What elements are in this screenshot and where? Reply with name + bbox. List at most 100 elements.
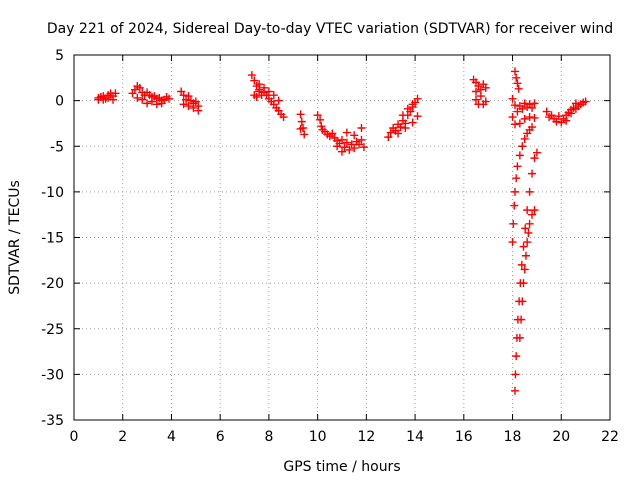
data-point — [525, 219, 534, 228]
data-point — [524, 228, 533, 237]
series-arc4 — [247, 71, 288, 122]
y-tick-label: 0 — [55, 94, 64, 110]
data-point — [408, 100, 417, 109]
data-point — [510, 67, 519, 76]
y-tick-label: 5 — [55, 48, 64, 64]
tick-labels-layer: 0 2 4 6 8 10 12 14 16 18 20 22 5 0 -5 -10 -15 -20 -25 -30 -3… — [41, 48, 619, 445]
data-point — [135, 83, 144, 92]
data-point — [510, 120, 519, 129]
data-point — [152, 100, 161, 109]
data-point — [403, 104, 412, 113]
data-point — [255, 80, 264, 89]
data-point — [521, 251, 530, 260]
data-point — [528, 169, 537, 178]
data-point — [523, 238, 532, 247]
data-point — [481, 83, 490, 92]
data-point — [514, 84, 523, 93]
data-point — [179, 91, 188, 100]
data-point — [520, 134, 529, 143]
data-point — [508, 113, 517, 122]
x-tick-label: 22 — [601, 429, 619, 445]
data-point — [189, 103, 198, 112]
data-point — [509, 219, 518, 228]
data-point — [328, 129, 337, 138]
data-point — [476, 92, 485, 101]
data-point — [184, 92, 193, 101]
data-point — [274, 96, 283, 105]
data-point — [513, 162, 522, 171]
x-tick-label: 12 — [357, 429, 375, 445]
x-tick-label: 14 — [406, 429, 424, 445]
data-point — [108, 95, 117, 104]
chart-title: Day 221 of 2024, Sidereal Day-to-day VTE… — [47, 21, 613, 37]
series-arc6 — [313, 111, 368, 156]
data-point — [542, 107, 551, 116]
data-point — [519, 242, 528, 251]
data-point — [342, 138, 351, 147]
data-point — [313, 111, 322, 120]
data-point — [147, 97, 156, 106]
data-point — [300, 130, 309, 139]
data-point — [413, 94, 422, 103]
data-point — [191, 97, 200, 106]
data-point — [571, 99, 580, 108]
series-arc3 — [177, 87, 203, 115]
data-point — [517, 260, 526, 269]
data-point — [510, 201, 519, 210]
data-point — [528, 123, 537, 132]
data-point — [519, 279, 528, 288]
data-point — [345, 145, 354, 154]
data-point — [515, 151, 524, 160]
data-point — [525, 187, 534, 196]
x-tick-label: 16 — [455, 429, 473, 445]
data-point — [513, 79, 522, 88]
data-point — [111, 89, 120, 98]
data-point — [512, 174, 521, 183]
x-tick-label: 4 — [167, 429, 176, 445]
data-point — [554, 112, 563, 121]
x-tick-label: 10 — [309, 429, 327, 445]
data-point — [413, 112, 422, 121]
series-arc8 — [469, 75, 490, 109]
data-point — [508, 94, 517, 103]
data-point — [510, 187, 519, 196]
data-point — [143, 99, 152, 108]
data-point — [510, 101, 519, 110]
x-tick-label: 6 — [216, 429, 225, 445]
series-arc11 — [510, 148, 541, 395]
data-point — [396, 123, 405, 132]
data-point — [523, 206, 532, 215]
x-tick-label: 18 — [504, 429, 522, 445]
data-point — [355, 140, 364, 149]
data-point — [317, 122, 326, 131]
y-tick-label: -25 — [41, 322, 64, 338]
data-point — [530, 154, 539, 163]
data-point — [481, 97, 490, 106]
data-point — [264, 87, 273, 96]
data-point — [279, 113, 288, 122]
data-point — [408, 118, 417, 127]
data-point — [165, 94, 174, 103]
data-point — [359, 143, 368, 152]
data-point — [133, 93, 142, 102]
data-point — [250, 76, 259, 85]
data-point — [530, 206, 539, 215]
y-tick-label: -5 — [50, 139, 64, 155]
data-point — [338, 135, 346, 144]
data-point — [581, 97, 590, 106]
data-point — [357, 124, 366, 132]
x-axis-label: GPS time / hours — [283, 459, 400, 475]
data-point — [528, 103, 537, 112]
series-arc7 — [384, 94, 422, 142]
data-point — [525, 113, 534, 122]
data-point — [394, 129, 403, 138]
data-point — [179, 100, 188, 109]
data-point — [333, 142, 342, 151]
data-point — [194, 106, 203, 115]
series-arc2 — [128, 82, 174, 109]
data-point — [269, 91, 278, 100]
data-point — [297, 117, 306, 126]
data-point — [520, 265, 529, 274]
data-point — [94, 93, 103, 102]
data-point — [510, 386, 519, 395]
